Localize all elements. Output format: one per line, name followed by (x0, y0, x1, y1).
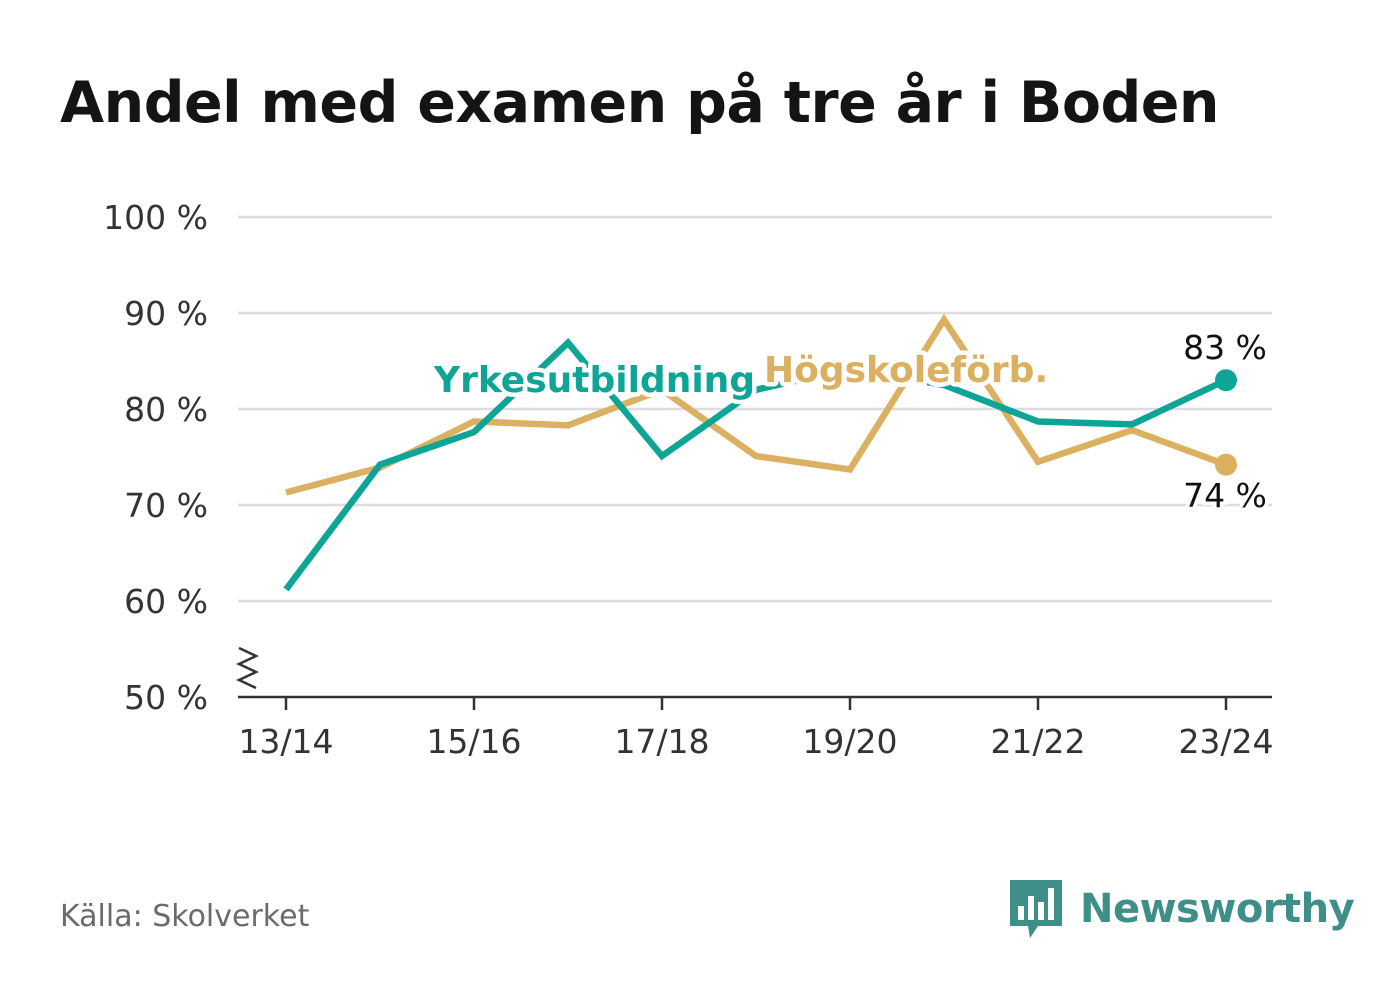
series-labels: Yrkesutbildning Högskoleförb. 83 % 74 % (429, 325, 1271, 519)
series-lines (283, 313, 1237, 592)
y-tick-label: 90 % (124, 294, 208, 333)
y-tick-label: 70 % (124, 486, 208, 525)
newsworthy-logo: Newsworthy (1010, 878, 1355, 940)
series-name-label: Yrkesutbildning (433, 360, 755, 401)
y-axis-ticks: 100 % 90 % 80 % 70 % 60 % 50 % (103, 198, 208, 717)
bar-chart-icon (1010, 880, 1062, 938)
end-marker-yrkesutbildning (1215, 369, 1237, 392)
source-note: Källa: Skolverket (60, 899, 310, 934)
x-tick-label: 21/22 (990, 722, 1085, 761)
y-tick-label: 50 % (124, 678, 208, 717)
y-tick-label: 80 % (124, 390, 208, 429)
end-value-label: 83 % (1183, 328, 1267, 367)
series-line-hogskoleforb (285, 313, 1228, 496)
line-chart: 100 % 90 % 80 % 70 % 60 % 50 % 13/14 15/16 17/1… (103, 198, 1274, 761)
x-tick-label: 15/16 (426, 722, 521, 761)
x-axis: 13/14 15/16 17/18 19/20 21/22 23/24 (236, 646, 1274, 761)
y-tick-label: 100 % (103, 198, 208, 237)
y-tick-label: 60 % (124, 582, 208, 621)
x-tick-label: 13/14 (238, 722, 333, 761)
end-value-label: 74 % (1183, 476, 1267, 515)
brand-name: Newsworthy (1080, 886, 1355, 932)
x-tick-label: 19/20 (802, 722, 897, 761)
axis-break-mark (236, 646, 259, 690)
chart-title: Andel med examen på tre år i Boden (60, 70, 1220, 136)
series-line-yrkesutbildning (283, 338, 1228, 592)
x-tick-label: 23/24 (1178, 722, 1273, 761)
series-name-label: Högskoleförb. (764, 350, 1048, 391)
end-marker-hogskoleforb (1215, 453, 1237, 476)
grid-lines (238, 215, 1272, 603)
x-tick-label: 17/18 (614, 722, 709, 761)
